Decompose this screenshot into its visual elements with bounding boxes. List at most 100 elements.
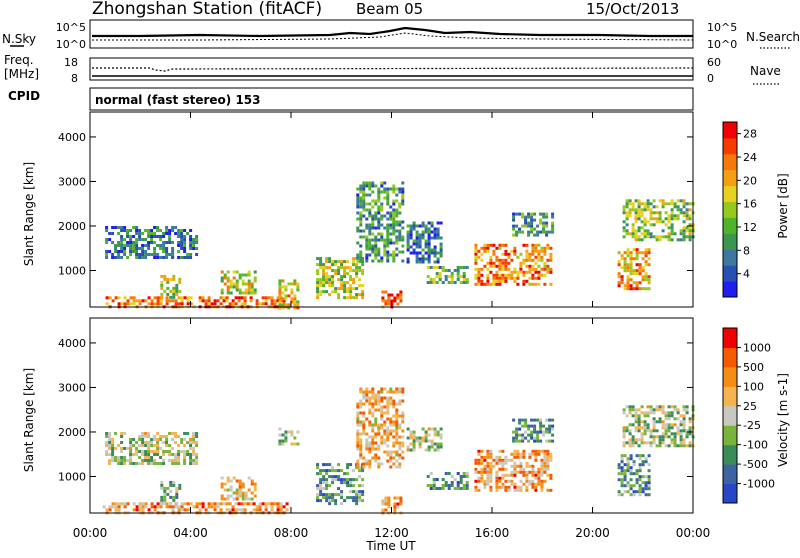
- echo-pixel: [507, 479, 511, 483]
- echo-pixel: [549, 458, 553, 462]
- echo-pixel: [189, 447, 193, 450]
- echo-pixel: [380, 408, 384, 412]
- echo-pixel: [685, 435, 689, 439]
- echo-pixel: [386, 435, 390, 439]
- echo-pixel: [673, 423, 677, 427]
- echo-pixel: [165, 247, 169, 250]
- echo-pixel: [545, 233, 549, 237]
- echo-pixel: [661, 405, 665, 409]
- echo-pixel: [285, 502, 289, 506]
- echo-pixel: [392, 202, 396, 206]
- echo-pixel: [658, 444, 662, 448]
- echo-pixel: [111, 241, 115, 244]
- echo-pixel: [631, 202, 635, 206]
- echo-pixel: [549, 455, 553, 459]
- echo-pixel: [250, 497, 254, 501]
- echo-pixel: [646, 229, 650, 233]
- echo-pixel: [138, 229, 142, 232]
- echo-pixel: [534, 449, 538, 453]
- echo-pixel: [160, 480, 164, 484]
- echo-pixel: [156, 299, 160, 303]
- echo-pixel: [276, 502, 280, 506]
- echo-pixel: [247, 270, 251, 274]
- echo-pixel: [356, 459, 360, 463]
- echo-pixel: [244, 288, 248, 292]
- echo-pixel: [349, 481, 353, 485]
- echo-pixel: [401, 414, 405, 418]
- echo-pixel: [235, 491, 239, 495]
- echo-pixel: [652, 205, 656, 209]
- echo-pixel: [489, 479, 493, 483]
- echo-pixel: [528, 452, 532, 456]
- echo-pixel: [356, 402, 360, 406]
- echo-pixel: [524, 421, 528, 425]
- echo-pixel: [406, 230, 410, 234]
- time-x-ticks: 00:00 04:00 08:00 12:00 16:00 20:00 00:00: [73, 112, 710, 540]
- echo-pixel: [617, 284, 621, 288]
- echo-pixel: [374, 423, 378, 427]
- echo-pixel: [638, 281, 642, 285]
- echo-pixel: [180, 244, 184, 247]
- echo-pixel: [147, 456, 151, 459]
- echo-pixel: [108, 238, 112, 241]
- echo-pixel: [144, 459, 148, 462]
- echo-pixel: [365, 193, 369, 197]
- echo-pixel: [377, 429, 381, 433]
- echo-pixel: [462, 484, 466, 487]
- echo-pixel: [374, 435, 378, 439]
- echo-pixel: [195, 435, 199, 438]
- echo-pixel: [377, 232, 381, 236]
- echo-pixel: [685, 229, 689, 233]
- echo-pixel: [623, 463, 627, 467]
- echo-pixel: [495, 458, 499, 462]
- echo-pixel: [510, 270, 514, 274]
- echo-pixel: [383, 420, 387, 424]
- echo-pixel: [664, 202, 668, 206]
- echo-pixel: [540, 458, 544, 462]
- echo-pixel: [518, 433, 522, 437]
- echo-pixel: [195, 441, 199, 444]
- echo-pixel: [637, 444, 641, 448]
- echo-pixel: [383, 423, 387, 427]
- station-title: Zhongshan Station (fitACF): [92, 0, 322, 19]
- cpid-text: normal (fast stereo) 153: [95, 93, 261, 107]
- echo-pixel: [192, 435, 196, 438]
- echo-pixel: [635, 454, 639, 458]
- echo-pixel: [540, 464, 544, 468]
- echo-pixel: [682, 214, 686, 218]
- echo-pixel: [362, 420, 366, 424]
- echo-pixel: [518, 421, 522, 425]
- echo-pixel: [399, 296, 403, 300]
- echo-pixel: [165, 444, 169, 447]
- echo-pixel: [356, 241, 360, 245]
- echo-pixel: [617, 260, 621, 264]
- echo-pixel: [160, 501, 164, 505]
- echo-pixel: [389, 214, 393, 218]
- echo-pixel: [117, 232, 121, 235]
- echo-pixel: [359, 250, 363, 254]
- echo-pixel: [147, 459, 151, 462]
- echo-pixel: [135, 241, 139, 244]
- echo-pixel: [392, 241, 396, 245]
- echo-pixel: [105, 450, 109, 453]
- echo-pixel: [162, 232, 166, 235]
- echo-pixel: [498, 261, 502, 265]
- echo-pixel: [105, 453, 109, 456]
- echo-pixel: [178, 289, 182, 293]
- echo-pixel: [264, 505, 268, 509]
- echo-pixel: [534, 488, 538, 492]
- echo-pixel: [126, 232, 130, 235]
- echo-pixel: [622, 429, 626, 433]
- echo-pixel: [525, 270, 529, 274]
- echo-pixel: [343, 499, 347, 503]
- echo-pixel: [226, 279, 230, 283]
- echo-pixel: [114, 256, 118, 259]
- y-tick-label: 2000: [58, 220, 86, 233]
- echo-pixel: [189, 238, 193, 241]
- echo-pixel: [219, 502, 223, 506]
- echo-pixel: [293, 442, 297, 446]
- echo-pixel: [634, 208, 638, 212]
- echo-pixel: [389, 205, 393, 209]
- echo-pixel: [220, 276, 224, 280]
- echo-pixel: [362, 390, 366, 394]
